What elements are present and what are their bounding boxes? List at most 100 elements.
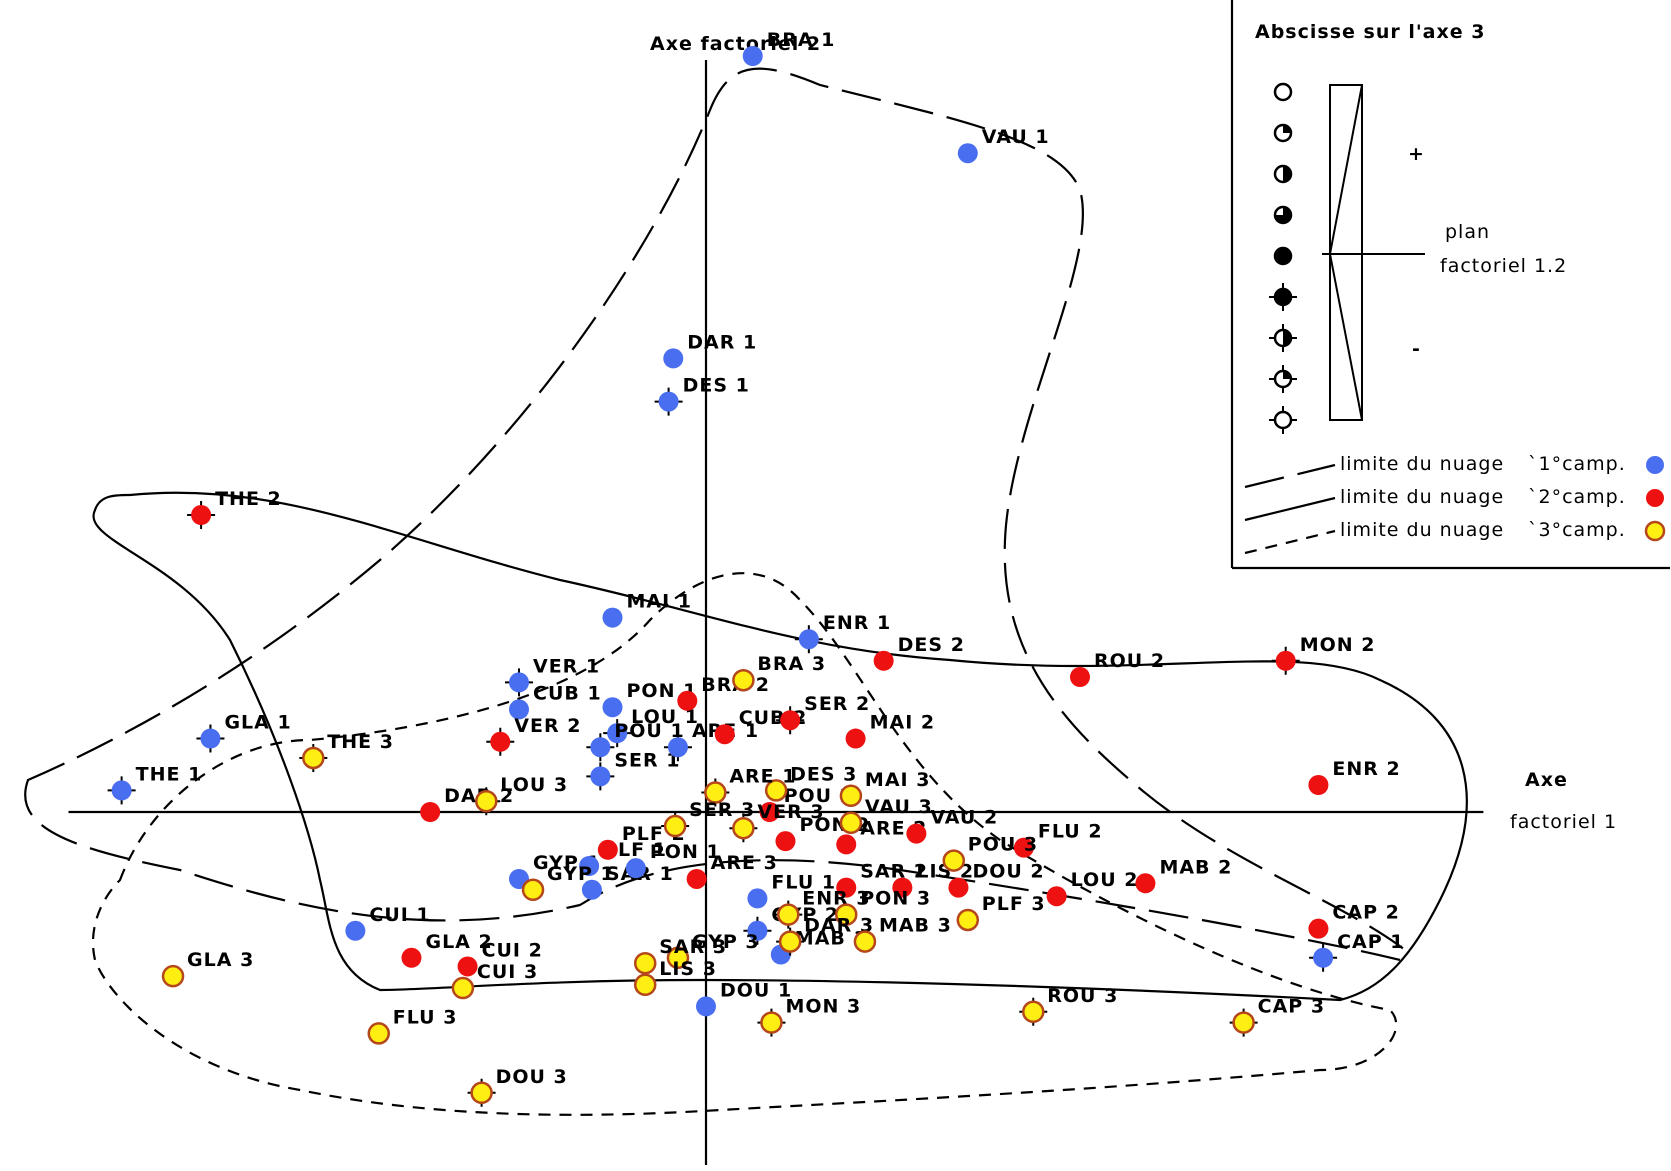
data-point: MON 2 <box>1271 634 1374 675</box>
point-marker-dot <box>956 908 980 932</box>
data-point: DAR 1 <box>663 331 756 369</box>
data-point: POU 2 <box>759 785 854 822</box>
point-marker-dot <box>836 877 857 898</box>
point-marker-dot <box>633 973 657 997</box>
point-label: DES 1 <box>683 375 750 397</box>
data-point: VAU 1 <box>957 126 1050 164</box>
data-point: THE 3 <box>299 731 394 772</box>
axis-1-label-line1: Axe <box>1525 769 1568 791</box>
point-marker-dot <box>420 802 441 822</box>
data-point: GLA 3 <box>161 949 253 988</box>
legend: Abscisse sur l'axe 3 + - plan factoriel … <box>1230 0 1670 570</box>
point-marker-dot <box>509 699 529 720</box>
point-label: ARE 1 <box>729 766 796 788</box>
point-marker-dot <box>470 1081 493 1105</box>
legend-symbol-fill <box>1283 330 1291 346</box>
point-marker-dot <box>597 839 618 860</box>
legend-symbol-fill <box>1275 248 1291 264</box>
point-marker-dot <box>451 976 475 1000</box>
point-marker-dot <box>759 802 780 822</box>
data-point: BRA 1 <box>742 29 836 66</box>
point-label: THE 3 <box>327 731 394 753</box>
data-point: CUI 1 <box>345 904 430 941</box>
data-point: MON 3 <box>757 996 860 1037</box>
legend-line-text: limite du nuage <box>1340 486 1504 508</box>
point-marker-dot <box>663 814 687 838</box>
point-marker-dot <box>1070 667 1090 687</box>
point-marker-dot <box>579 856 600 876</box>
legend-symbol <box>1273 82 1293 102</box>
point-label: VER 3 <box>757 801 824 823</box>
data-point: MAB 2 <box>1135 856 1231 894</box>
point-marker-dot <box>1308 918 1329 939</box>
data-point: CAP 2 <box>1308 902 1399 939</box>
point-label: DAR 3 <box>804 915 874 937</box>
point-marker-dot <box>667 737 688 758</box>
data-point: FLU 3 <box>367 1006 456 1045</box>
data-point: CUI 2 <box>457 939 542 977</box>
data-point: THE 2 <box>187 488 281 529</box>
point-marker-dot <box>798 629 819 650</box>
legend-symbol <box>1269 283 1297 311</box>
legend-line-entries: limite du nuage ˋ1°camp. limite du nuage ˋ2… <box>1244 453 1666 555</box>
point-label: ARE 3 <box>711 852 778 874</box>
data-point: GLA 1 <box>196 712 291 753</box>
legend-symbol-fill <box>1283 371 1291 379</box>
data-point: CUI 3 <box>451 961 537 1000</box>
point-label: POU 3 <box>968 834 1038 856</box>
point-label: SER 1 <box>614 749 680 771</box>
cloud-boundaries <box>24 67 1468 1116</box>
data-point: GYP 3 <box>666 931 759 970</box>
point-label: DES 2 <box>898 634 965 656</box>
point-marker-dot <box>892 877 913 898</box>
point-marker-dot <box>839 784 863 808</box>
legend-line-dot <box>1644 520 1666 542</box>
point-marker-dot <box>521 878 545 902</box>
point-marker-dot <box>836 834 857 855</box>
point-marker-dot <box>677 690 698 711</box>
point-label: FLU 1 <box>771 871 836 893</box>
point-marker-dot <box>509 672 529 693</box>
data-point: SER 3 <box>661 799 754 841</box>
legend-symbol-ring <box>1273 410 1293 430</box>
point-label: PLF 3 <box>982 893 1046 915</box>
data-point: SER 1 <box>586 749 680 791</box>
legend-line-campaign: ˋ3°camp. <box>1528 519 1626 541</box>
point-label: DOU 3 <box>496 1066 568 1088</box>
point-label: CUB 1 <box>533 682 602 704</box>
legend-symbol <box>1273 123 1293 143</box>
point-marker-dot <box>1308 775 1329 795</box>
legend-symbol <box>1273 246 1293 266</box>
point-label: GLA 1 <box>224 712 291 734</box>
data-point: CAP 3 <box>1229 996 1324 1037</box>
point-marker-dot <box>590 737 611 758</box>
point-label: BRA 1 <box>767 29 836 51</box>
point-marker-dot <box>302 746 325 770</box>
point-label: PON 3 <box>860 888 931 910</box>
data-point: PON 3 <box>835 888 931 926</box>
data-point: ROU 2 <box>1070 650 1165 687</box>
legend-plus: + <box>1408 143 1425 165</box>
point-marker-dot <box>777 903 800 926</box>
data-point: GLA 2 <box>401 931 492 968</box>
point-marker-dot <box>602 697 623 718</box>
point-marker-dot <box>633 951 657 975</box>
point-label: ENR 2 <box>1332 758 1400 780</box>
legend-title: Abscisse sur l'axe 3 <box>1255 21 1485 43</box>
point-label: POU 2 <box>784 785 854 807</box>
axis-1-label-line2: factoriel 1 <box>1510 811 1617 833</box>
point-label: ROU 2 <box>1094 650 1165 672</box>
legend-line-campaign: ˋ1°camp. <box>1528 453 1626 475</box>
legend-line-entry: limite du nuage ˋ3°camp. <box>1244 519 1666 555</box>
legend-line-entry: limite du nuage ˋ1°camp. <box>1244 453 1664 489</box>
data-points: BRA 1 VAU 1 DAR 1 DES 1 MAI 1 ENR 1 VER 1 CUB 1… <box>107 29 1404 1107</box>
point-marker-dot <box>732 668 755 692</box>
point-label: MAI 1 <box>627 591 693 613</box>
legend-symbol-fill <box>1283 125 1291 133</box>
legend-minus: - <box>1412 338 1421 360</box>
point-marker-dot <box>457 956 478 977</box>
data-point: LIS 3 <box>633 958 716 997</box>
point-label: VAU 1 <box>982 126 1050 148</box>
point-marker-dot <box>602 607 623 628</box>
cloud-limit-campaign-2 <box>92 491 1468 1002</box>
